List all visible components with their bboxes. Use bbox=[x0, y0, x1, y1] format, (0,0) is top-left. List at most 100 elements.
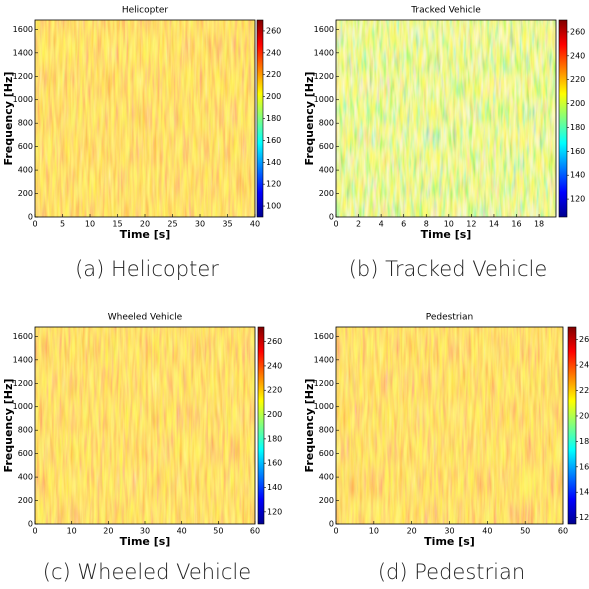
x-axis-label: Time [s] bbox=[424, 535, 475, 548]
colorbar-tick-label: 220 bbox=[579, 386, 589, 395]
x-tick-label: 18 bbox=[534, 220, 544, 229]
plot-title: Tracked Vehicle bbox=[410, 6, 481, 16]
spectrogram-image bbox=[336, 327, 563, 524]
y-tick-label: 800 bbox=[18, 119, 33, 128]
y-tick-label: 0 bbox=[28, 520, 33, 529]
x-tick-label: 0 bbox=[32, 220, 37, 229]
y-tick-label: 400 bbox=[18, 473, 33, 482]
colorbar-tick-label: 140 bbox=[266, 158, 281, 167]
y-tick-label: 600 bbox=[18, 449, 33, 458]
colorbar-tick-label: 120 bbox=[267, 507, 282, 516]
y-tick-label: 200 bbox=[319, 496, 334, 505]
y-tick-label: 1400 bbox=[13, 48, 33, 57]
colorbar-tick-label: 200 bbox=[579, 411, 589, 420]
colorbar-tick-label: 260 bbox=[579, 335, 589, 344]
x-tick-label: 14 bbox=[489, 220, 499, 229]
y-tick-label: 1000 bbox=[13, 95, 33, 104]
y-tick-label: 400 bbox=[18, 166, 33, 175]
x-tick-label: 50 bbox=[520, 527, 530, 536]
caption: (a) Helicopter bbox=[75, 257, 219, 281]
x-tick-label: 2 bbox=[356, 220, 361, 229]
y-tick-label: 400 bbox=[319, 473, 334, 482]
y-tick-label: 400 bbox=[319, 166, 334, 175]
x-tick-label: 20 bbox=[407, 527, 417, 536]
colorbar-tick-label: 160 bbox=[267, 459, 282, 468]
x-tick-label: 0 bbox=[32, 527, 37, 536]
y-axis-label: Frequency [Hz] bbox=[2, 72, 15, 166]
x-axis-label: Time [s] bbox=[421, 228, 472, 241]
x-tick-label: 40 bbox=[482, 527, 492, 536]
y-tick-label: 0 bbox=[329, 520, 334, 529]
colorbar bbox=[568, 327, 576, 524]
y-tick-label: 800 bbox=[18, 426, 33, 435]
y-tick-label: 1000 bbox=[314, 95, 334, 104]
y-tick-label: 0 bbox=[329, 213, 334, 222]
plot-title: Wheeled Vehicle bbox=[108, 313, 183, 323]
x-tick-label: 5 bbox=[60, 220, 65, 229]
colorbar bbox=[258, 327, 264, 524]
colorbar bbox=[559, 20, 567, 217]
x-axis-label: Time [s] bbox=[120, 535, 171, 548]
y-axis-label: Frequency [Hz] bbox=[303, 379, 316, 473]
colorbar-tick-label: 120 bbox=[570, 195, 585, 204]
y-tick-label: 600 bbox=[319, 449, 334, 458]
y-tick-label: 200 bbox=[18, 496, 33, 505]
y-tick-label: 800 bbox=[319, 426, 334, 435]
plot-title: Helicopter bbox=[122, 6, 169, 16]
x-tick-label: 10 bbox=[85, 220, 95, 229]
y-tick-label: 0 bbox=[28, 213, 33, 222]
x-tick-label: 30 bbox=[195, 220, 205, 229]
y-tick-label: 800 bbox=[319, 119, 334, 128]
spectrogram-image bbox=[35, 20, 255, 217]
y-tick-label: 1400 bbox=[13, 355, 33, 364]
y-tick-label: 1000 bbox=[314, 402, 334, 411]
colorbar-tick-label: 220 bbox=[570, 75, 585, 84]
y-tick-label: 200 bbox=[319, 189, 334, 198]
caption: (c) Wheeled Vehicle bbox=[43, 560, 251, 584]
x-tick-label: 60 bbox=[250, 527, 260, 536]
y-tick-label: 1600 bbox=[314, 25, 334, 34]
colorbar-tick-label: 240 bbox=[570, 51, 585, 60]
colorbar-tick-label: 160 bbox=[266, 136, 281, 145]
figure: 0510152025303540020040060080010001200140… bbox=[0, 0, 589, 589]
x-tick-label: 40 bbox=[250, 220, 260, 229]
spectrogram-image bbox=[35, 327, 255, 524]
colorbar-tick-label: 200 bbox=[266, 92, 281, 101]
colorbar-tick-label: 180 bbox=[579, 437, 589, 446]
x-tick-label: 16 bbox=[511, 220, 521, 229]
colorbar bbox=[257, 20, 263, 217]
colorbar-tick-label: 240 bbox=[579, 361, 589, 370]
colorbar-tick-label: 260 bbox=[266, 26, 281, 35]
y-tick-label: 1000 bbox=[13, 402, 33, 411]
x-tick-label: 35 bbox=[222, 220, 232, 229]
colorbar-tick-label: 140 bbox=[267, 483, 282, 492]
x-tick-label: 6 bbox=[401, 220, 406, 229]
y-tick-label: 1200 bbox=[13, 72, 33, 81]
colorbar-tick-label: 240 bbox=[266, 48, 281, 57]
colorbar-tick-label: 120 bbox=[266, 180, 281, 189]
caption: (b) Tracked Vehicle bbox=[349, 257, 548, 281]
colorbar-tick-label: 160 bbox=[570, 147, 585, 156]
y-axis-label: Frequency [Hz] bbox=[303, 72, 316, 166]
y-tick-label: 1200 bbox=[314, 379, 334, 388]
y-tick-label: 1200 bbox=[13, 379, 33, 388]
x-tick-label: 10 bbox=[67, 527, 77, 536]
y-axis-label: Frequency [Hz] bbox=[2, 379, 15, 473]
colorbar-tick-label: 140 bbox=[579, 488, 589, 497]
colorbar-tick-label: 220 bbox=[267, 386, 282, 395]
y-tick-label: 1600 bbox=[13, 332, 33, 341]
colorbar-tick-label: 140 bbox=[570, 171, 585, 180]
colorbar-tick-label: 120 bbox=[579, 513, 589, 522]
y-tick-label: 1400 bbox=[314, 48, 334, 57]
y-tick-label: 600 bbox=[319, 142, 334, 151]
x-tick-label: 40 bbox=[177, 527, 187, 536]
y-tick-label: 1600 bbox=[13, 25, 33, 34]
y-tick-label: 600 bbox=[18, 142, 33, 151]
y-tick-label: 1400 bbox=[314, 355, 334, 364]
colorbar-tick-label: 240 bbox=[267, 361, 282, 370]
y-tick-label: 1200 bbox=[314, 72, 334, 81]
colorbar-tick-label: 200 bbox=[267, 410, 282, 419]
x-tick-label: 10 bbox=[369, 527, 379, 536]
colorbar-tick-label: 160 bbox=[579, 462, 589, 471]
x-tick-label: 50 bbox=[213, 527, 223, 536]
